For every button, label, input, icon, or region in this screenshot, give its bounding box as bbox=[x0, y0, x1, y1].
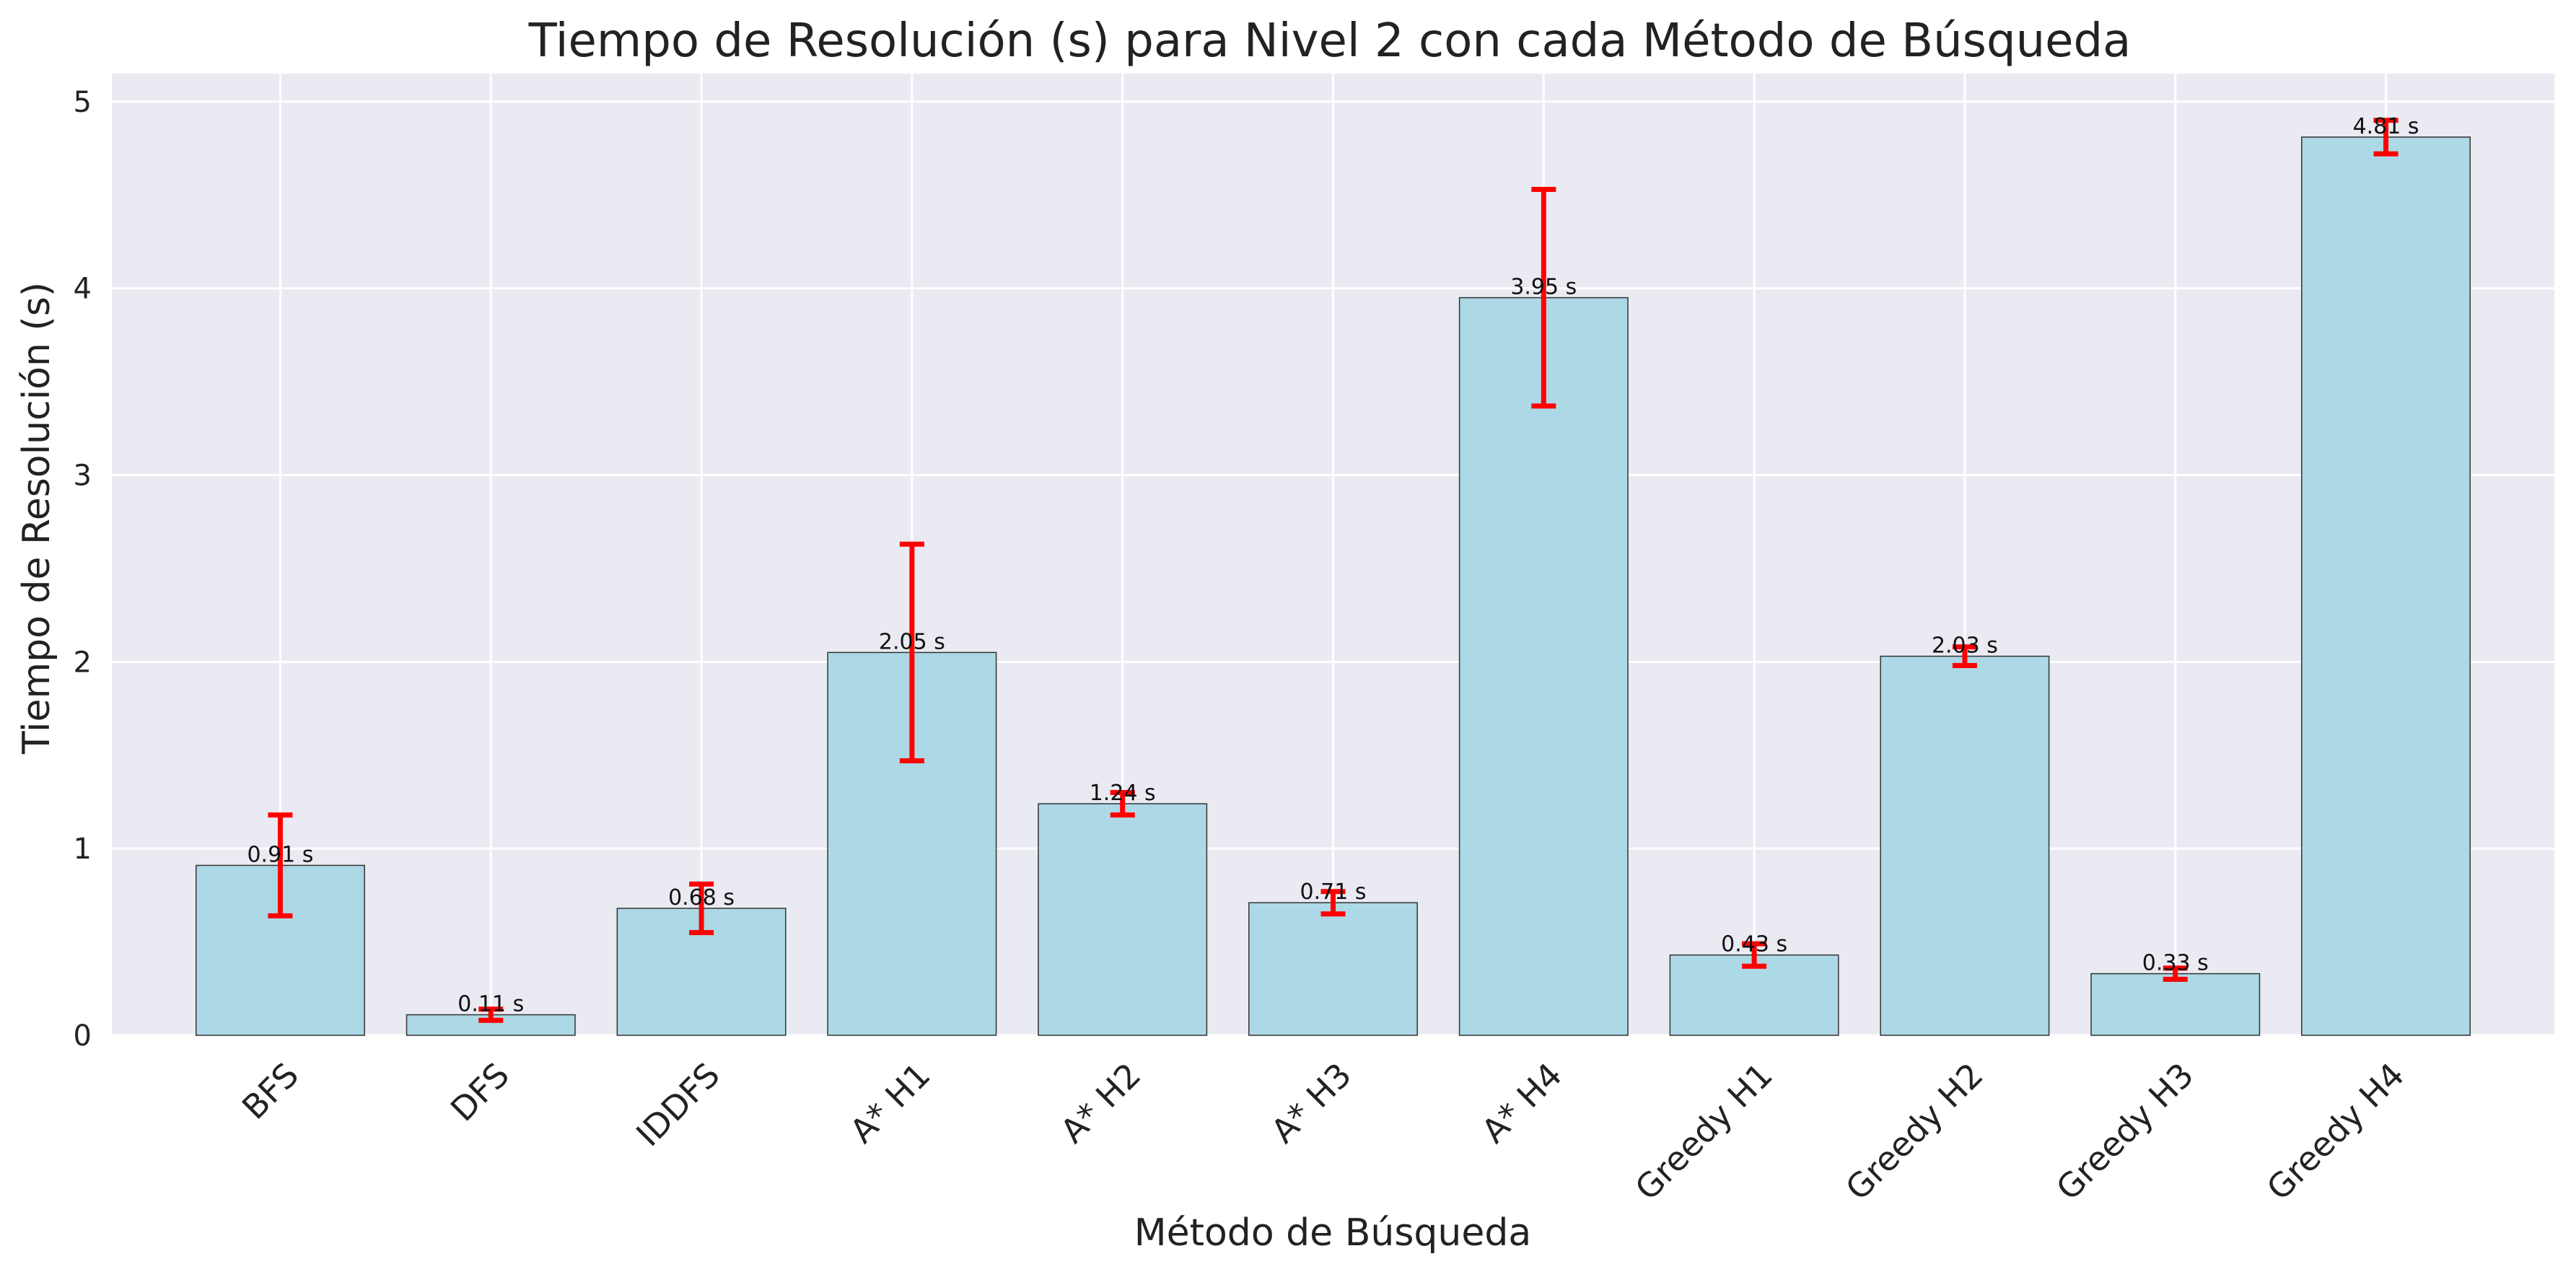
error-bar bbox=[899, 541, 924, 764]
y-tick-label: 4 bbox=[74, 273, 92, 306]
x-tick-label: IDDFS bbox=[628, 1056, 727, 1154]
data-label: 3.95 s bbox=[1510, 275, 1577, 300]
error-bar bbox=[689, 881, 714, 936]
y-axis-title: Tiempo de Resolución (s) bbox=[15, 282, 58, 755]
chart-title: Tiempo de Resolución (s) para Nivel 2 co… bbox=[528, 14, 2132, 68]
data-label: 0.71 s bbox=[1300, 879, 1367, 905]
data-label: 0.11 s bbox=[457, 992, 524, 1017]
error-bar bbox=[2163, 965, 2188, 982]
bars bbox=[195, 136, 2471, 1036]
error-bar bbox=[478, 1006, 504, 1023]
data-label: 4.81 s bbox=[2353, 114, 2419, 139]
error-bar bbox=[1110, 790, 1135, 818]
bar bbox=[1458, 297, 1629, 1036]
error-bar bbox=[268, 812, 293, 918]
x-axis-title: Método de Búsqueda bbox=[1134, 1211, 1532, 1255]
x-axis-ticks: BFS DFS IDDFS A* H1 A* H2 A* H3 A* H4 Greedy H1… bbox=[235, 1056, 2411, 1208]
x-tick-label: Greedy H2 bbox=[1838, 1056, 1990, 1208]
x-tick-label: A* H3 bbox=[1263, 1056, 1359, 1151]
y-tick-label: 5 bbox=[74, 86, 92, 119]
data-label: 0.91 s bbox=[247, 842, 313, 867]
x-tick-label: A* H2 bbox=[1053, 1056, 1148, 1151]
x-tick-label: A* H1 bbox=[842, 1056, 937, 1151]
y-tick-label: 2 bbox=[74, 646, 92, 679]
x-tick-label: BFS bbox=[235, 1056, 306, 1127]
y-axis-ticks: 0 1 2 3 4 5 bbox=[74, 86, 92, 1053]
error-bar bbox=[1742, 941, 1767, 969]
bar bbox=[1248, 902, 1418, 1036]
error-bars bbox=[268, 118, 2398, 1023]
error-bar bbox=[1952, 644, 1977, 669]
error-bar bbox=[2373, 118, 2398, 157]
error-bar bbox=[1320, 889, 1346, 917]
x-tick-label: A* H4 bbox=[1474, 1056, 1569, 1151]
data-label: 1.24 s bbox=[1090, 781, 1156, 806]
data-label: 2.05 s bbox=[879, 629, 945, 654]
data-labels: 0.91 s 0.11 s 0.68 s 2.05 s 1.24 s 0.71 s 3.95… bbox=[247, 114, 2419, 1017]
x-tick-label: DFS bbox=[443, 1056, 517, 1129]
x-tick-label: Greedy H1 bbox=[1627, 1056, 1779, 1208]
bar bbox=[1880, 655, 2050, 1036]
data-label: 0.68 s bbox=[668, 885, 735, 910]
data-label: 2.03 s bbox=[1932, 633, 1998, 659]
data-label: 0.43 s bbox=[1721, 932, 1787, 957]
data-label: 0.33 s bbox=[2142, 951, 2209, 976]
bar bbox=[2301, 136, 2471, 1036]
x-tick-label: Greedy H4 bbox=[2259, 1056, 2411, 1208]
y-tick-label: 3 bbox=[74, 459, 92, 492]
error-bar bbox=[1531, 186, 1556, 409]
y-tick-label: 0 bbox=[74, 1019, 92, 1053]
bar bbox=[2090, 973, 2261, 1036]
y-tick-label: 1 bbox=[74, 833, 92, 866]
x-tick-label: Greedy H3 bbox=[2049, 1056, 2201, 1208]
bar bbox=[1038, 803, 1208, 1036]
